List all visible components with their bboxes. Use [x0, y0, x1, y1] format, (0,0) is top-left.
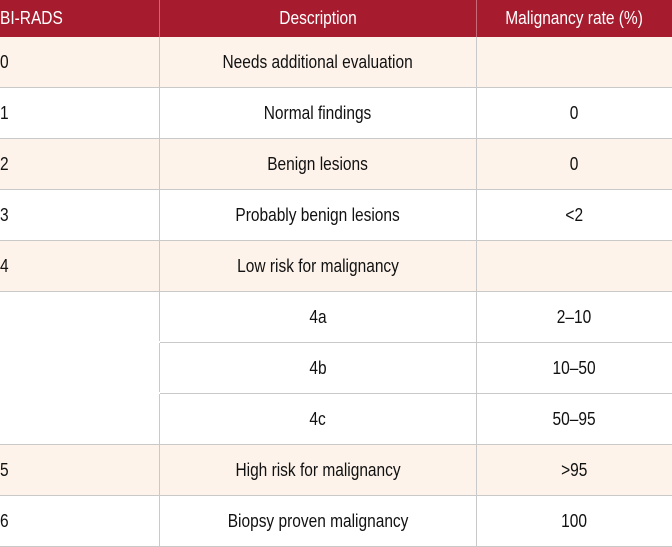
description-cell: Biopsy proven malignancy [160, 496, 477, 546]
table-row: 4b 10–50 [0, 343, 672, 394]
birads-category-cell: 1 [0, 88, 160, 138]
description-cell: Normal findings [160, 88, 477, 138]
malignancy-rate-cell: <2 [565, 204, 584, 225]
birads-category-cell: 3 [0, 190, 160, 240]
malignancy-rate-cell [477, 37, 672, 87]
table-row: 4a 2–10 [0, 292, 672, 343]
description-cell: Probably benign lesions [160, 190, 477, 240]
malignancy-rate-cell: 2–10 [557, 306, 592, 327]
table-row: 0 Needs additional evaluation [0, 37, 672, 88]
malignancy-rate-cell: 100 [561, 510, 588, 531]
description-cell: 4a [160, 292, 477, 342]
header-description: Description [160, 0, 477, 37]
table-row: 2 Benign lesions 0 [0, 139, 672, 190]
description-cell: Benign lesions [160, 139, 477, 189]
birads-category-cell: 5 [0, 445, 160, 495]
description-cell: Low risk for malignancy [160, 241, 477, 291]
malignancy-rate-cell [477, 241, 672, 291]
malignancy-rate-cell: 50–95 [552, 408, 597, 429]
malignancy-rate-cell: 0 [570, 102, 579, 123]
birads-category-cell [0, 343, 160, 393]
malignancy-rate-cell: 0 [570, 153, 579, 174]
description-cell: 4b [160, 343, 477, 393]
description-cell: Needs additional evaluation [160, 37, 477, 87]
malignancy-rate-cell: 10–50 [552, 357, 597, 378]
table-row: 6 Biopsy proven malignancy 100 [0, 496, 672, 547]
header-birads: BI-RADS [0, 0, 160, 37]
table-row: 4 Low risk for malignancy [0, 241, 672, 292]
header-malignancy-rate: Malignancy rate (%) [505, 8, 644, 28]
birads-category-cell [0, 394, 160, 444]
birads-category-cell: 2 [0, 139, 160, 189]
merged-cell-mask [0, 341, 160, 343]
birads-category-cell: 6 [0, 496, 160, 546]
malignancy-rate-cell: >95 [561, 459, 588, 480]
description-cell: 4c [160, 394, 477, 444]
birads-category-cell: 0 [0, 37, 160, 87]
table-header-row: BI-RADS Description Malignancy rate (%) [0, 0, 672, 37]
table-row: 4c 50–95 [0, 394, 672, 445]
birads-category-cell: 4 [0, 241, 160, 291]
table-row: 5 High risk for malignancy >95 [0, 445, 672, 496]
merged-cell-mask [0, 392, 160, 394]
description-cell: High risk for malignancy [160, 445, 477, 495]
birads-category-cell [0, 292, 160, 342]
table-row: 3 Probably benign lesions <2 [0, 190, 672, 241]
table-row: 1 Normal findings 0 [0, 88, 672, 139]
